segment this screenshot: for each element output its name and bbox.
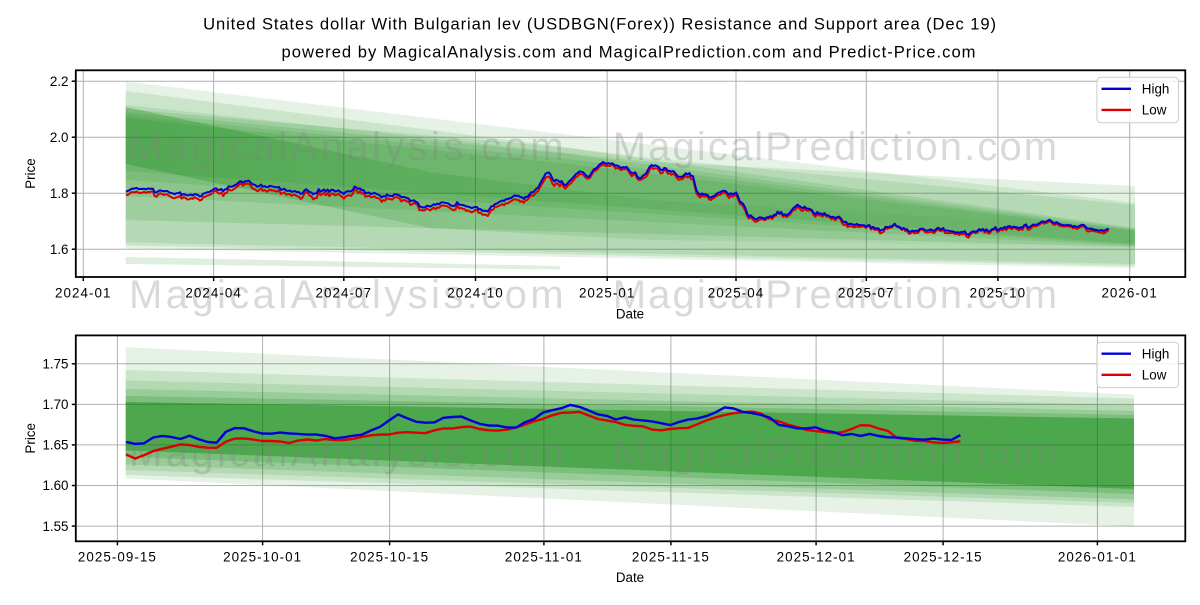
svg-text:1.60: 1.60 [42,478,68,493]
svg-text:2025-10: 2025-10 [970,286,1027,301]
svg-text:2026-01: 2026-01 [1101,286,1158,301]
svg-text:1.75: 1.75 [42,357,68,372]
svg-text:MagicalAnalysis.com: MagicalAnalysis.com [129,125,567,169]
svg-text:2024-07: 2024-07 [316,286,373,301]
svg-text:2.0: 2.0 [50,130,69,145]
svg-text:2025-11-01: 2025-11-01 [505,550,583,565]
svg-text:2024-04: 2024-04 [185,286,242,301]
svg-text:2026-01-01: 2026-01-01 [1058,550,1137,565]
svg-text:powered by MagicalAnalysis.com: powered by MagicalAnalysis.com and Magic… [282,43,977,62]
svg-text:1.55: 1.55 [42,519,68,534]
svg-text:2025-09-15: 2025-09-15 [78,550,157,565]
svg-text:2024-10: 2024-10 [447,286,504,301]
svg-text:2025-01: 2025-01 [579,286,636,301]
svg-text:Low: Low [1142,103,1167,118]
svg-text:2025-12-15: 2025-12-15 [904,550,983,565]
svg-text:MagicalPrediction.com: MagicalPrediction.com [613,125,1059,169]
svg-text:Date: Date [616,570,644,585]
svg-text:1.6: 1.6 [50,242,69,257]
svg-text:2025-10-01: 2025-10-01 [223,550,302,565]
svg-text:2025-04: 2025-04 [708,286,765,301]
svg-text:2025-11-15: 2025-11-15 [632,550,710,565]
svg-text:2024-01: 2024-01 [55,286,112,301]
svg-text:Date: Date [616,307,644,322]
svg-text:Price: Price [23,423,38,454]
svg-text:1.70: 1.70 [42,397,68,412]
svg-text:MagicalAnalysis.com: MagicalAnalysis.com [129,431,567,475]
svg-text:United States dollar With Bulg: United States dollar With Bulgarian lev … [203,15,997,34]
svg-text:Low: Low [1142,368,1167,383]
svg-text:MagicalPrediction.com: MagicalPrediction.com [613,431,1059,475]
svg-text:2025-12-01: 2025-12-01 [777,550,856,565]
svg-text:2025-07: 2025-07 [838,286,895,301]
svg-text:1.8: 1.8 [50,186,69,201]
svg-text:High: High [1142,347,1170,362]
svg-text:MagicalAnalysis.com: MagicalAnalysis.com [129,273,567,317]
svg-text:2025-10-15: 2025-10-15 [350,550,429,565]
svg-text:2.2: 2.2 [50,74,69,89]
svg-text:High: High [1142,82,1170,97]
svg-text:Price: Price [23,158,38,189]
svg-text:MagicalPrediction.com: MagicalPrediction.com [613,273,1059,317]
svg-text:1.65: 1.65 [42,438,68,453]
